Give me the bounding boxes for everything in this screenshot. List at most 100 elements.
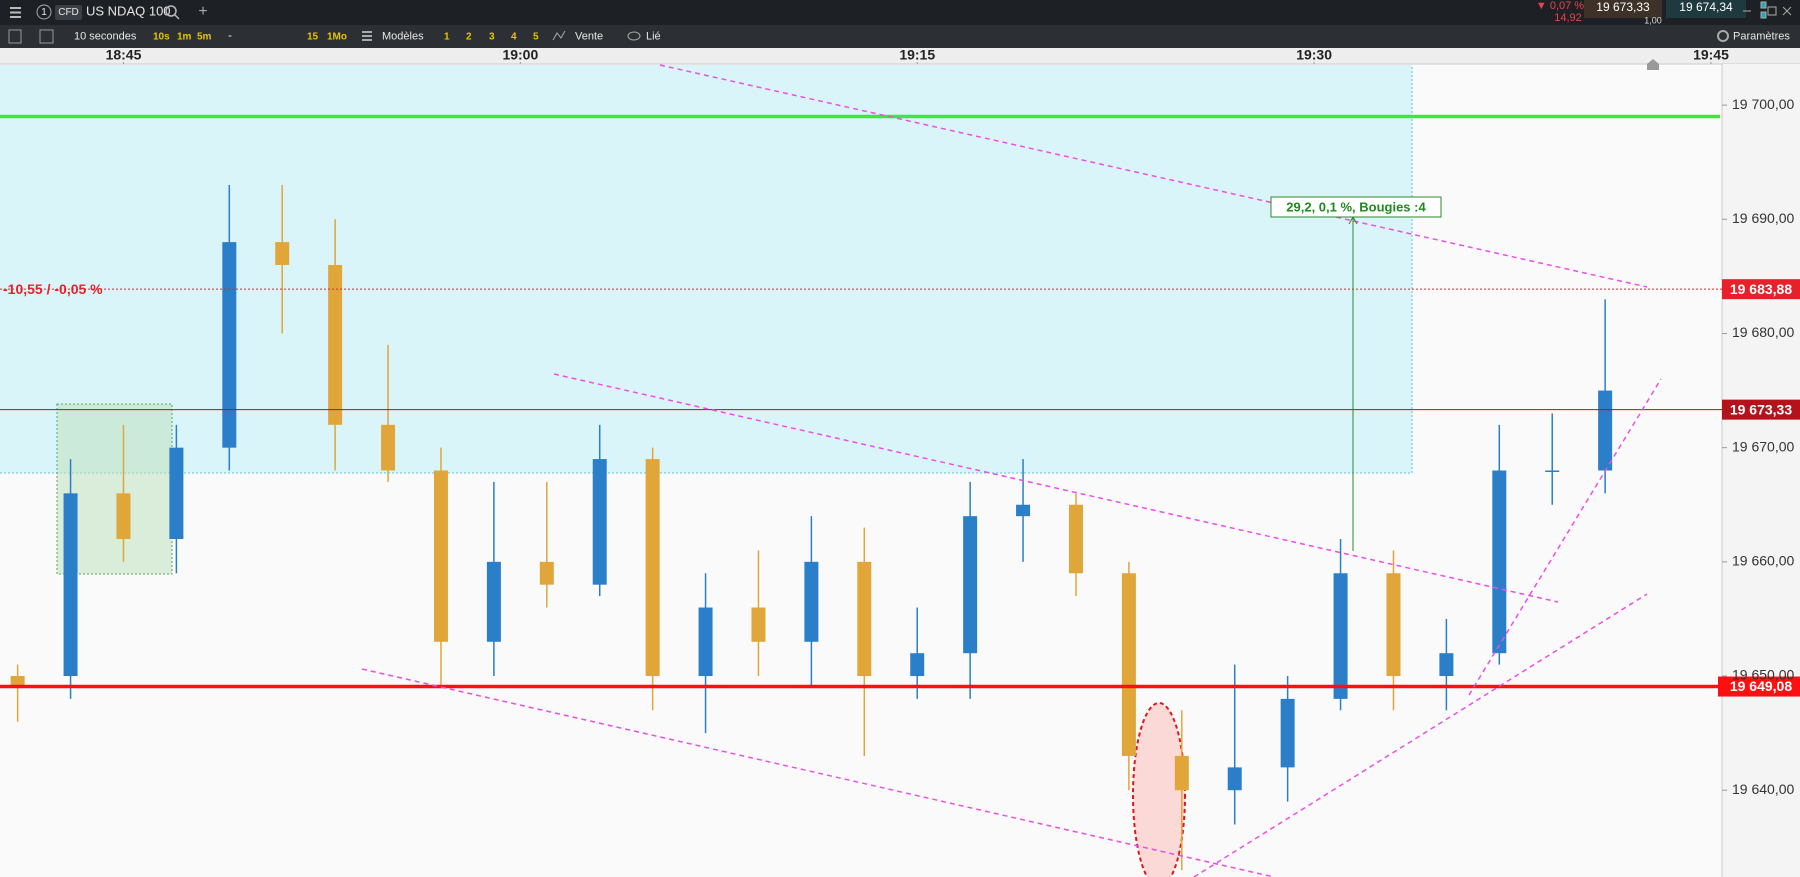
- candle-body: [1174, 755, 1189, 791]
- home-icon[interactable]: [1647, 59, 1659, 70]
- change-percent: ▼ 0,07 %: [1536, 0, 1584, 12]
- candle-body: [10, 676, 25, 688]
- slot[interactable]: 5: [533, 32, 539, 43]
- candles: [10, 185, 1613, 871]
- interval[interactable]: 10 secondes: [74, 30, 137, 42]
- link-icon[interactable]: [627, 31, 641, 41]
- candle-body: [592, 459, 607, 585]
- settings-icon[interactable]: [1717, 30, 1729, 42]
- candle-body: [698, 607, 713, 677]
- candle-body: [1333, 573, 1348, 699]
- price-line-tag: [1722, 399, 1800, 420]
- preset[interactable]: 1Mo: [327, 32, 347, 43]
- window-controls[interactable]: [1743, 1, 1792, 19]
- templates[interactable]: Modèles: [382, 30, 424, 42]
- add-tab[interactable]: +: [198, 3, 207, 20]
- candle-body: [1068, 504, 1083, 574]
- sell-box[interactable]: [1584, 0, 1662, 18]
- slot[interactable]: 2: [466, 32, 472, 43]
- menu-icon[interactable]: [10, 7, 21, 18]
- sell-price[interactable]: 19 673,33: [1596, 0, 1650, 14]
- candle-body: [963, 516, 978, 654]
- candle-body: [1545, 470, 1560, 472]
- candle-body: [328, 264, 343, 425]
- candle-body: [539, 561, 554, 585]
- candle-body: [381, 424, 396, 471]
- candle-body: [645, 459, 660, 677]
- slot[interactable]: 4: [511, 32, 517, 43]
- instrument-name[interactable]: US NDAQ 100: [86, 3, 171, 18]
- candle-body: [751, 607, 766, 642]
- trend-line[interactable]: [1468, 378, 1662, 696]
- layout-icon[interactable]: [8, 29, 22, 44]
- measure-box: [1270, 196, 1442, 218]
- candle-body: [857, 561, 872, 677]
- candle-body: [116, 493, 131, 540]
- candle-body: [1598, 390, 1613, 471]
- drawings-front: [361, 64, 1662, 877]
- x-tick-label: 19:15: [899, 47, 935, 63]
- link[interactable]: Lié: [646, 30, 661, 42]
- interval-option[interactable]: 1m: [177, 32, 192, 43]
- templates-icon[interactable]: [362, 31, 372, 41]
- buy-box[interactable]: [1666, 0, 1746, 18]
- y-tick-label: 19 680,00: [1732, 324, 1794, 340]
- candle-body: [1121, 573, 1136, 756]
- zone-rectangle[interactable]: [0, 65, 1412, 473]
- x-tick-label: 18:45: [106, 47, 142, 63]
- y-tick-label: 19 670,00: [1732, 438, 1794, 454]
- price-line-note: -10,55 / -0,05 %: [3, 281, 103, 297]
- x-tick-label: 19:45: [1693, 47, 1729, 63]
- measure-label: 29,2, 0,1 %, Bougies :4: [1286, 199, 1426, 214]
- candle-body: [275, 242, 290, 265]
- price-line-label: 19 683,88: [1730, 281, 1792, 297]
- badge-circle: [36, 4, 52, 20]
- candle-body: [804, 561, 819, 642]
- price-line-tag: [1722, 279, 1800, 300]
- trend-line[interactable]: [1193, 593, 1648, 877]
- y-tick-label: 19 690,00: [1732, 210, 1794, 226]
- interval-option[interactable]: 5m: [197, 32, 212, 43]
- trend-line[interactable]: [553, 373, 1559, 603]
- trend-line[interactable]: [361, 668, 1275, 877]
- spread: 1,00: [1644, 15, 1662, 25]
- slot[interactable]: 3: [489, 32, 495, 43]
- interval-option[interactable]: 10s: [153, 32, 170, 43]
- settings[interactable]: Paramètres: [1733, 30, 1790, 42]
- candle-body: [486, 561, 501, 642]
- search-icon[interactable]: [165, 5, 180, 20]
- tag-bg: [55, 5, 82, 20]
- interval-option[interactable]: -: [228, 28, 232, 42]
- change-points: 14,92: [1554, 12, 1582, 24]
- y-tick-label: 19 640,00: [1732, 781, 1794, 797]
- candle-body: [1227, 767, 1242, 791]
- candle-body: [1492, 470, 1507, 654]
- measure-tool[interactable]: 29,2, 0,1 %, Bougies :4: [1270, 196, 1442, 551]
- candle-body: [63, 493, 78, 677]
- badge: 1: [41, 7, 47, 18]
- top-bar: [0, 0, 1800, 25]
- y-tick-label: 19 700,00: [1732, 96, 1794, 112]
- side[interactable]: Vente: [575, 30, 603, 42]
- slot[interactable]: 1: [444, 32, 450, 43]
- price-lines: 19 683,88 -10,55 / -0,05 % 19 673,33 19 649…: [0, 114, 1800, 697]
- price-line-label: 19 673,33: [1730, 401, 1792, 417]
- y-tick-label: 19 660,00: [1732, 553, 1794, 569]
- candle-body: [1016, 504, 1031, 517]
- candle-body: [1280, 698, 1295, 768]
- y-tick-label: 19 650,00: [1732, 667, 1794, 683]
- price-axis: [1722, 64, 1800, 877]
- candle-body: [222, 242, 237, 448]
- x-tick-label: 19:30: [1296, 47, 1332, 63]
- price-line-tag: [1718, 676, 1800, 697]
- preset[interactable]: 15: [307, 32, 319, 43]
- trend-line[interactable]: [659, 64, 1648, 288]
- toolbar: [0, 25, 1800, 48]
- candle-body: [910, 653, 925, 677]
- candle-body: [433, 470, 448, 642]
- buy-price[interactable]: 19 674,34: [1679, 0, 1733, 14]
- grid-icon[interactable]: [39, 29, 54, 44]
- side-icon[interactable]: [552, 30, 566, 41]
- highlight-ellipse[interactable]: [1132, 702, 1186, 877]
